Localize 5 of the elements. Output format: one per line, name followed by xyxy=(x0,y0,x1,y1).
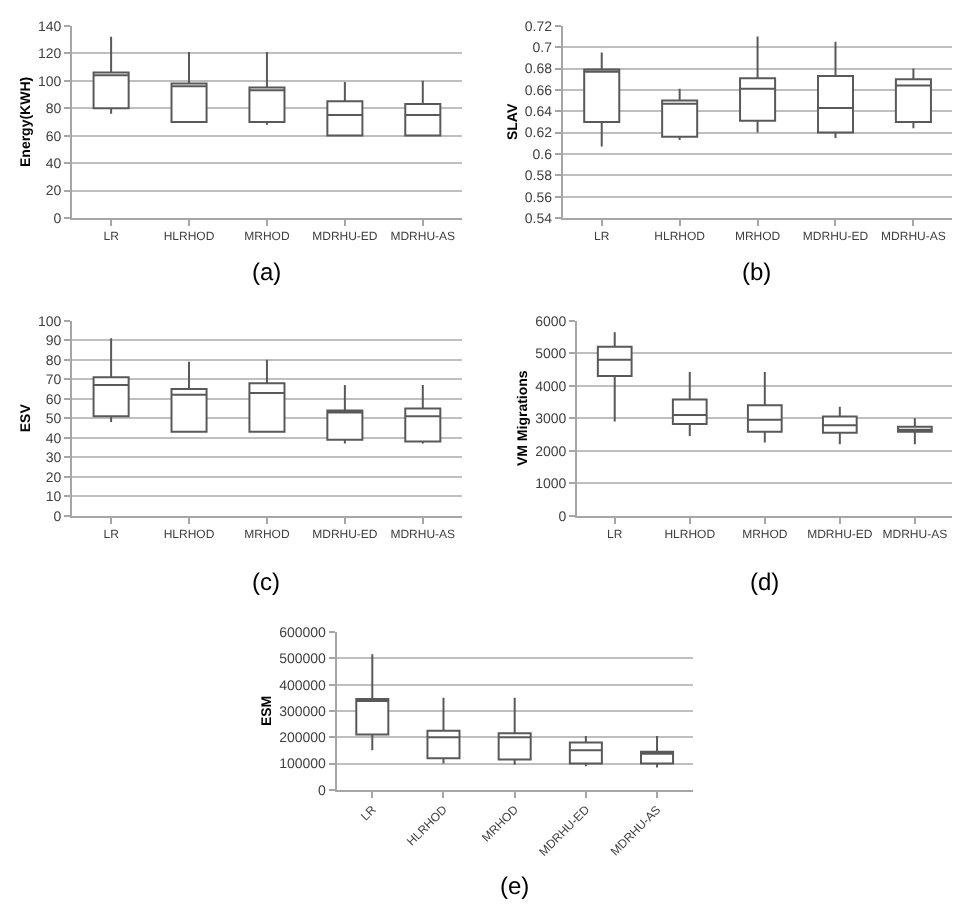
text: (e) xyxy=(500,872,530,900)
text: (a) xyxy=(252,258,282,286)
text: (c) xyxy=(252,568,280,596)
text: (d) xyxy=(750,568,780,596)
text: (b) xyxy=(742,258,772,286)
